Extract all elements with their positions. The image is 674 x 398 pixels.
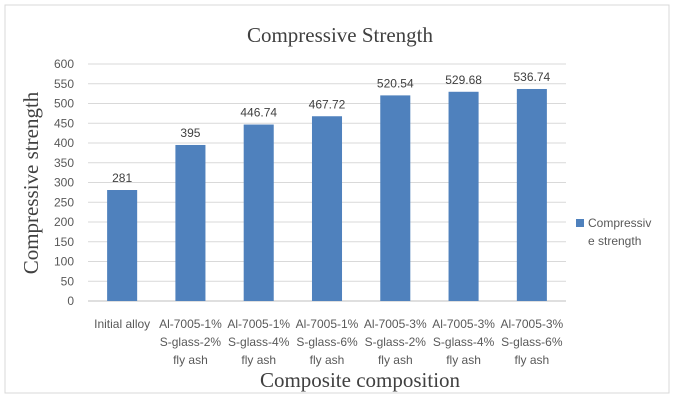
chart-title: Compressive Strength — [247, 23, 434, 47]
bar — [448, 91, 479, 301]
legend-label-line-2: e strength — [588, 234, 641, 248]
bars — [107, 88, 547, 302]
y-tick-label: 300 — [54, 176, 74, 190]
data-label: 529.68 — [445, 73, 482, 87]
legend-label: Compressiv e strength — [588, 216, 655, 248]
x-tick-label: Al-7005-3% S-glass-2% fly ash — [364, 317, 427, 367]
x-tick-label-line: Al-7005-1% — [159, 317, 222, 331]
x-tick-label-line: S-glass-6% — [296, 335, 358, 349]
y-tick-label: 50 — [61, 274, 75, 288]
y-tick-label: 150 — [54, 235, 74, 249]
x-tick-label-line: fly ash — [310, 353, 345, 367]
x-tick-labels: Initial alloy Al-7005-1% S-glass-2% fly ash… — [94, 317, 563, 367]
bar — [175, 144, 206, 301]
legend: Compressiv e strength — [576, 216, 655, 248]
y-tick-label: 0 — [67, 294, 74, 308]
x-tick-label-line: S-glass-2% — [160, 335, 222, 349]
bar — [243, 124, 274, 302]
x-tick-label: Al-7005-1% S-glass-6% fly ash — [296, 317, 359, 367]
x-tick-label-line: fly ash — [446, 353, 481, 367]
x-tick-label-line: Al-7005-3% — [501, 317, 564, 331]
y-tick-label: 100 — [54, 255, 74, 269]
y-tick-label: 250 — [54, 195, 74, 209]
y-tick-label: 400 — [54, 136, 74, 150]
y-tick-label: 200 — [54, 215, 74, 229]
x-tick-label: Initial alloy — [94, 317, 150, 331]
y-tick-label: 500 — [54, 97, 74, 111]
data-label: 446.74 — [240, 106, 277, 120]
x-axis-title: Composite composition — [260, 368, 461, 392]
x-tick-label-line: S-glass-6% — [501, 335, 563, 349]
data-label: 281 — [112, 171, 132, 185]
x-tick-label-line: Initial alloy — [94, 317, 150, 331]
y-tick-labels: 0 50 100 150 200 250 300 350 400 450 500 550 600 — [54, 57, 74, 308]
x-tick-label-line: Al-7005-3% — [432, 317, 495, 331]
bar — [107, 190, 138, 301]
x-tick-label-line: S-glass-4% — [228, 335, 290, 349]
x-tick-label-line: Al-7005-1% — [296, 317, 359, 331]
bar — [311, 116, 343, 301]
legend-label-line-1: Compressiv — [588, 216, 651, 230]
y-tick-label: 600 — [54, 57, 74, 71]
x-tick-label-line: fly ash — [173, 353, 208, 367]
legend-swatch — [576, 219, 584, 227]
x-tick-label-line: fly ash — [241, 353, 276, 367]
data-label: 520.54 — [377, 76, 414, 90]
x-tick-label-line: S-glass-2% — [365, 335, 427, 349]
x-tick-label-line: Al-7005-1% — [227, 317, 290, 331]
y-tick-label: 450 — [54, 116, 74, 130]
data-label: 395 — [180, 126, 200, 140]
x-tick-label: Al-7005-1% S-glass-4% fly ash — [227, 317, 290, 367]
x-tick-label-line: fly ash — [378, 353, 413, 367]
bar — [516, 88, 547, 301]
y-tick-label: 550 — [54, 77, 74, 91]
x-tick-label: Al-7005-1% S-glass-2% fly ash — [159, 317, 222, 367]
x-tick-label-line: Al-7005-3% — [364, 317, 427, 331]
y-axis-title: Compressive strength — [19, 91, 43, 274]
bar — [380, 95, 411, 301]
x-tick-label: Al-7005-3% S-glass-6% fly ash — [501, 317, 564, 367]
x-tick-label: Al-7005-3% S-glass-4% fly ash — [432, 317, 495, 367]
x-tick-label-line: S-glass-4% — [433, 335, 495, 349]
y-tick-label: 350 — [54, 156, 74, 170]
data-label: 536.74 — [514, 70, 551, 84]
x-tick-label-line: fly ash — [515, 353, 550, 367]
data-labels: 281 395 446.74 467.72 520.54 529.68 536.74 — [112, 70, 550, 185]
data-label: 467.72 — [309, 97, 346, 111]
